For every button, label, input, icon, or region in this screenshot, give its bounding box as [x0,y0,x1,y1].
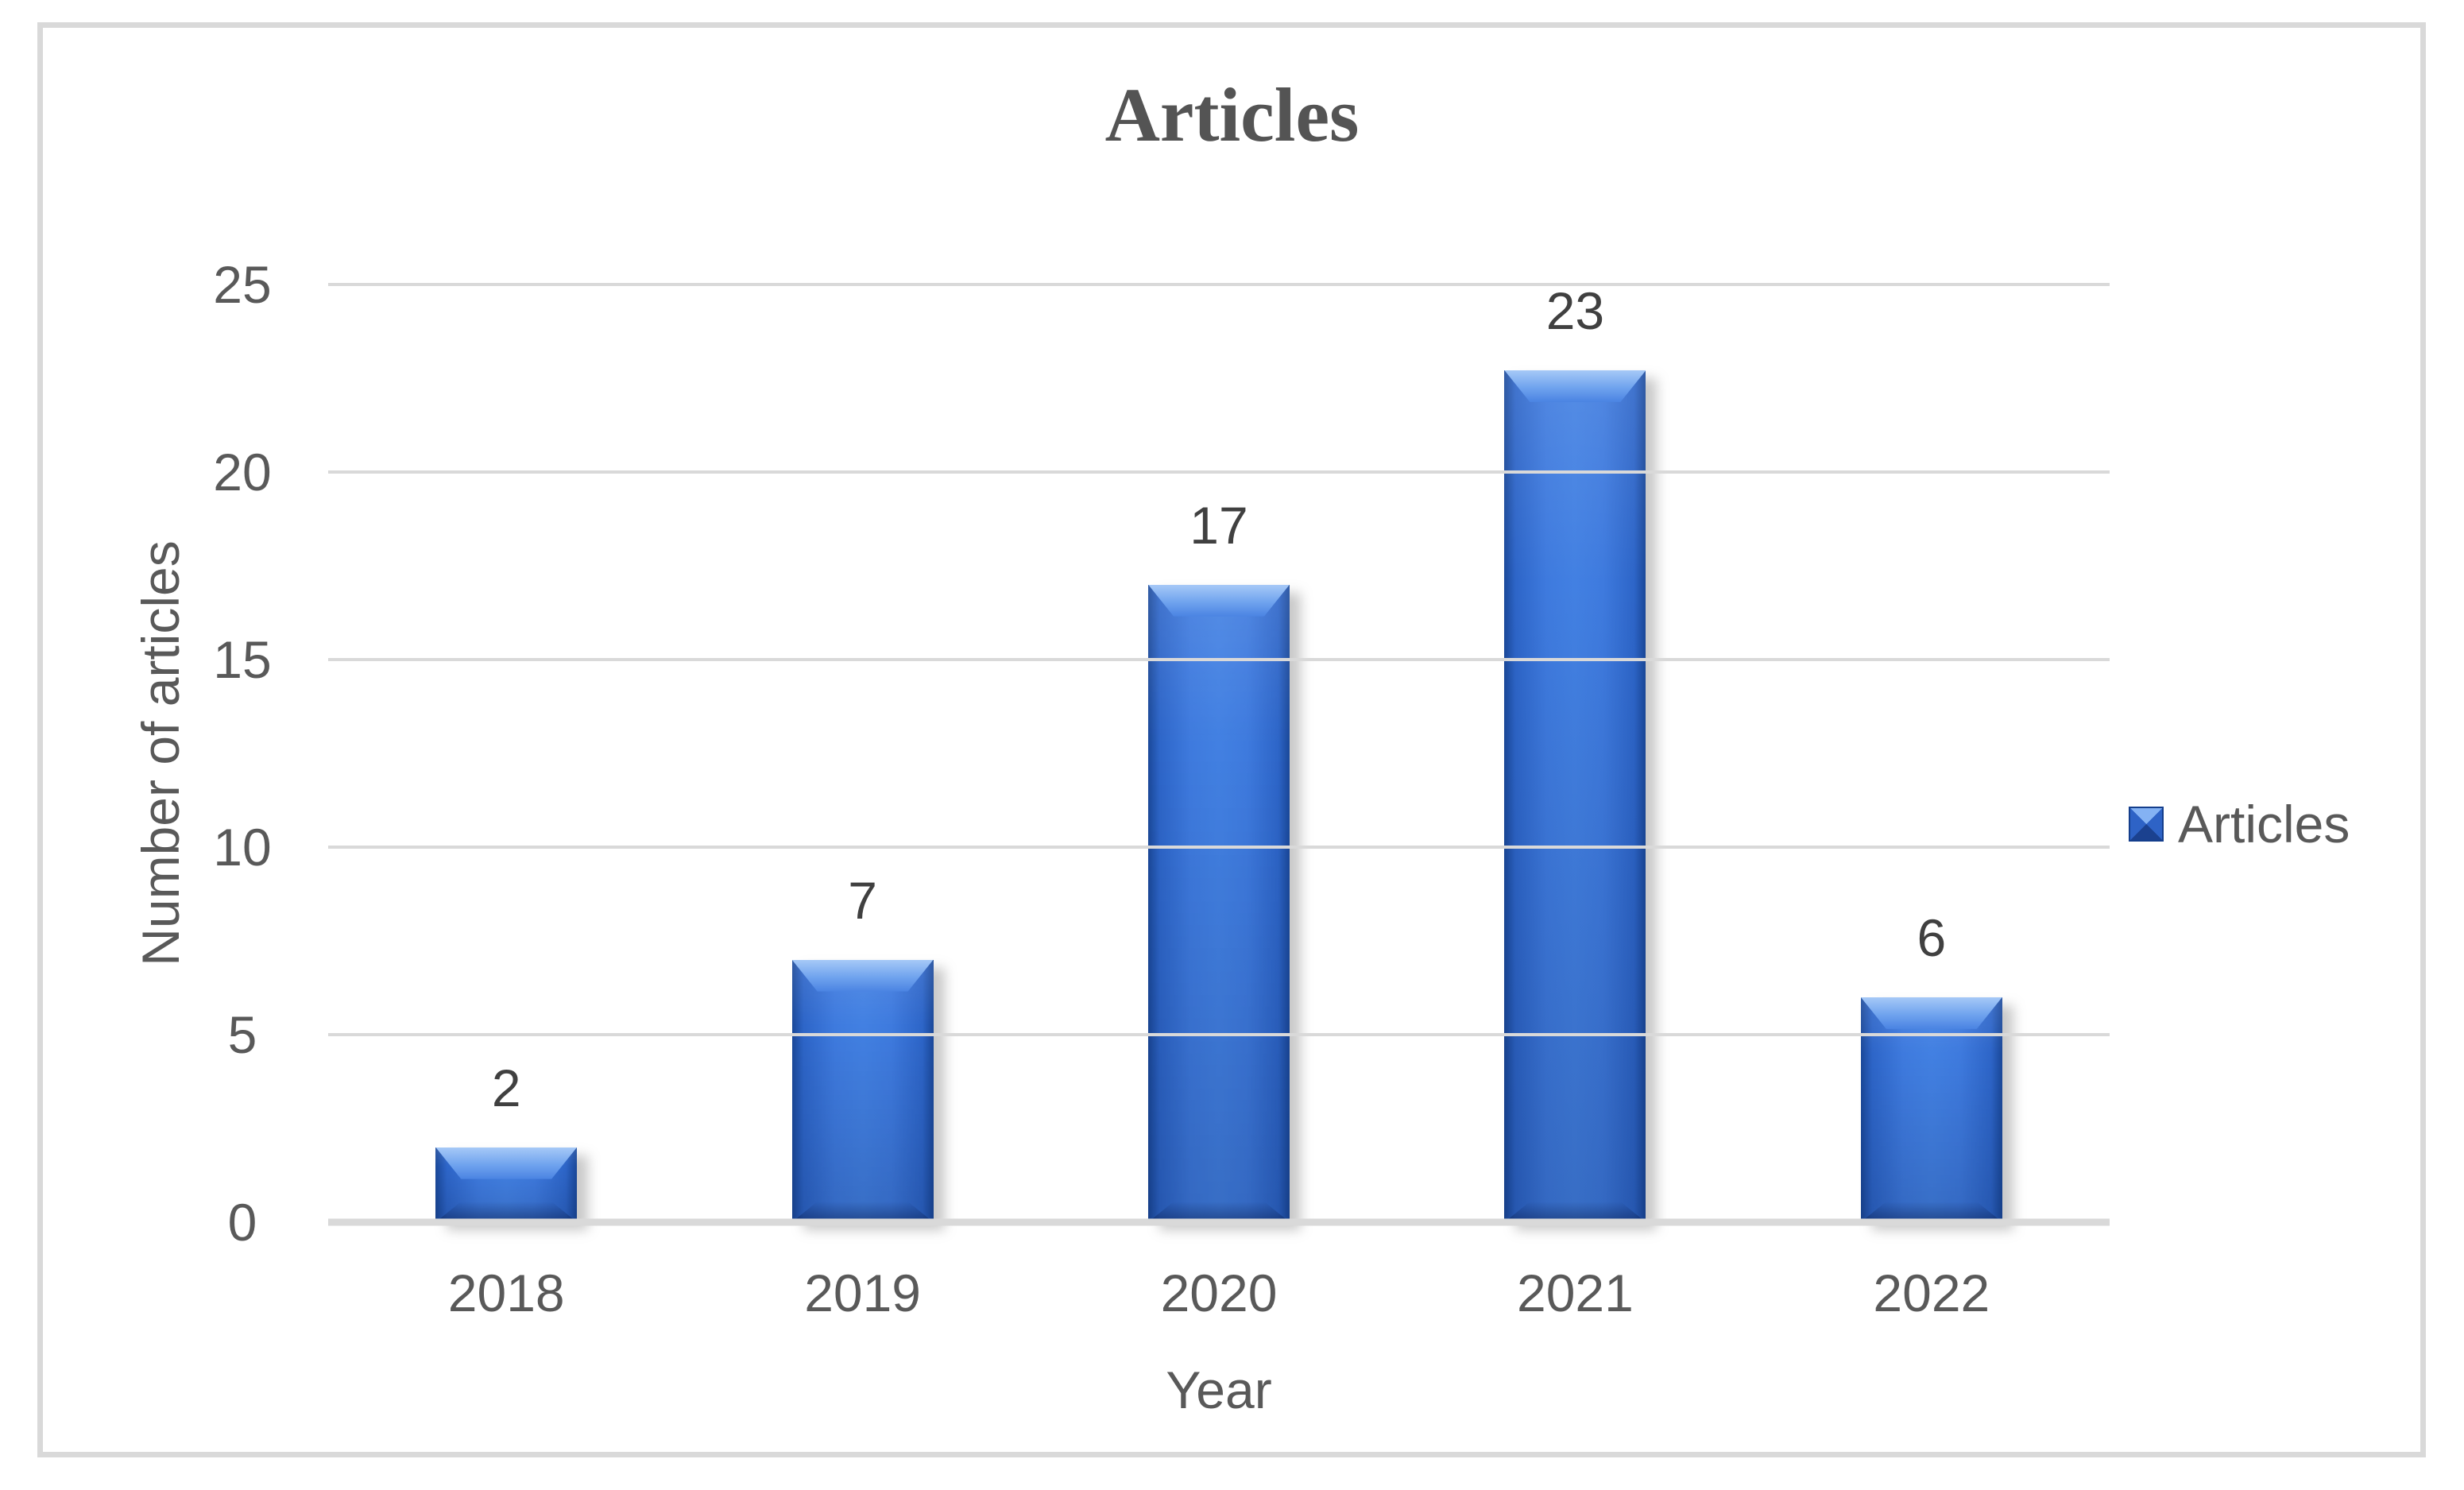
bar-bevel-top [1504,370,1646,402]
y-tick-label: 20 [213,443,272,501]
y-tick-label: 15 [213,630,272,689]
y-tick-label: 5 [227,1005,257,1064]
y-tick-label: 0 [227,1193,257,1252]
bar-bevel-top [791,959,934,992]
y-axis-title: Number of articles [131,540,190,966]
y-tick-label: 10 [213,818,272,877]
bar [791,959,934,1222]
gridline [328,1033,2110,1036]
legend: Articles [2129,798,2350,850]
gridline [328,283,2110,286]
chart-title: Articles [1104,72,1360,157]
bar-slot: 17 [1041,284,1397,1222]
bar-slot: 7 [684,284,1040,1222]
data-label: 7 [848,870,877,930]
bar [1504,370,1646,1222]
y-tick-label: 25 [213,255,272,314]
legend-label: Articles [2178,795,2350,853]
legend-marker-icon [2129,807,2164,842]
data-label: 23 [1545,281,1605,340]
x-tick-label: 2022 [1873,1264,1990,1322]
bar-slot: 23 [1397,284,1753,1222]
plot-area: 2 7 17 23 6 [328,283,2110,1226]
bar [1860,997,2002,1222]
bar-bevel-top [1860,997,2002,1029]
bar-series: 2 7 17 23 6 [328,284,2110,1222]
x-axis-line [328,1218,2110,1226]
x-tick-label: 2018 [447,1264,565,1322]
x-axis-tick-labels: 2018 2019 2020 2021 2022 [328,1267,2110,1319]
bar-slot: 6 [1754,284,2110,1222]
x-axis-title: Year [1166,1360,1272,1419]
bar [1148,584,1290,1222]
bar-bevel-top [435,1147,578,1179]
data-label: 6 [1917,908,1947,967]
gridline [328,658,2110,661]
bar-slot: 2 [328,284,684,1222]
gridline [328,846,2110,849]
y-axis-tick-labels: 25 20 15 10 5 0 [183,258,302,1248]
data-label: 17 [1189,495,1248,555]
bar-bevel-top [1148,584,1290,617]
data-label: 2 [491,1058,521,1117]
x-tick-label: 2021 [1517,1264,1634,1322]
x-tick-label: 2020 [1160,1264,1278,1322]
bar [435,1147,578,1222]
x-tick-label: 2019 [804,1264,922,1322]
gridline [328,470,2110,474]
